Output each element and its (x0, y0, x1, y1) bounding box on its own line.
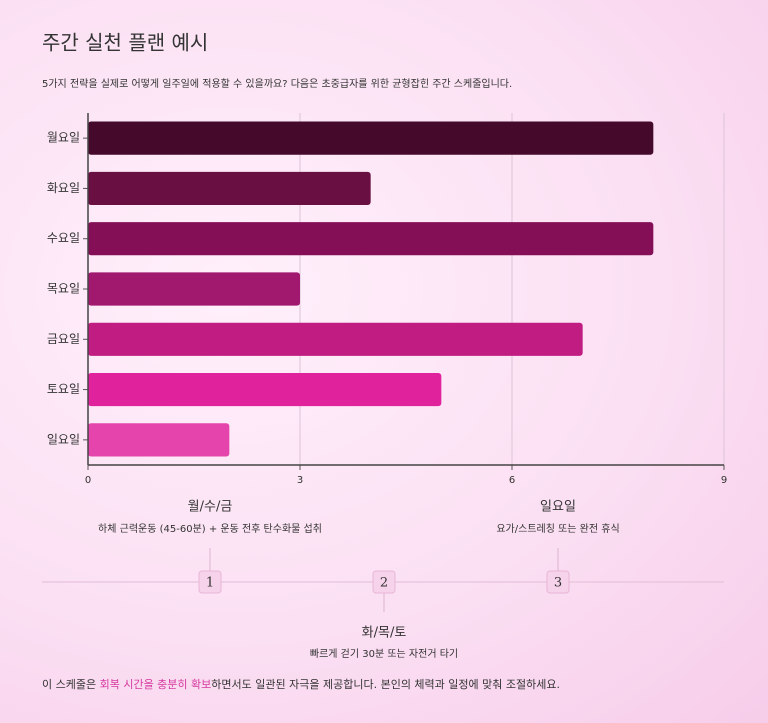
footer-text: 하면서도 일관된 자극을 제공합니다. 본인의 체력과 일정에 맞춰 조절하세요… (211, 677, 560, 691)
chart-title: 주간 실천 플랜 예시 (42, 31, 208, 55)
bar (88, 121, 654, 155)
x-tick-label: 0 (85, 475, 91, 486)
y-tick-label: 화요일 (47, 181, 80, 195)
y-tick-label: 금요일 (47, 332, 80, 346)
step-marker (372, 570, 396, 594)
chart-subtitle: 5가지 전략을 실제로 어떻게 일주일에 적용할 수 있을까요? 다음은 초중급… (42, 77, 512, 90)
bar (88, 372, 442, 407)
footer: 이 스케줄은 회복 시간을 충분히 확보하면서도 일관된 자극을 제공합니다. … (42, 677, 560, 691)
step-number: 2 (380, 576, 388, 591)
step-description: 하체 근력운동 (45-60분) + 운동 전후 탄수화물 섭취 (98, 522, 322, 535)
step-number: 3 (554, 576, 562, 591)
step-marker (198, 570, 222, 594)
bar (88, 272, 300, 306)
step-description: 요가/스트레칭 또는 완전 휴식 (496, 523, 619, 535)
step-title: 화/목/토 (362, 626, 407, 641)
x-tick-label: 3 (297, 475, 303, 486)
bar (88, 322, 583, 356)
step-title: 월/수/금 (188, 500, 233, 515)
footer-highlight: 회복 시간을 충분히 확보 (100, 677, 212, 691)
x-tick-label: 9 (721, 475, 727, 486)
y-tick-label: 수요일 (47, 231, 80, 245)
step-marker (546, 570, 570, 594)
y-tick-label: 일요일 (47, 432, 80, 446)
y-tick-label: 월요일 (47, 131, 80, 145)
bar (88, 222, 654, 256)
bar (88, 171, 371, 206)
step-title: 일요일 (540, 500, 576, 515)
step-number: 1 (206, 576, 214, 591)
y-tick-label: 목요일 (47, 282, 80, 296)
footer-text: 이 스케줄은 (42, 678, 100, 691)
step-description: 빠르게 걷기 30분 또는 자전거 타기 (310, 648, 458, 660)
x-tick-label: 6 (509, 475, 515, 486)
bar (88, 423, 230, 457)
y-tick-label: 토요일 (47, 382, 80, 396)
